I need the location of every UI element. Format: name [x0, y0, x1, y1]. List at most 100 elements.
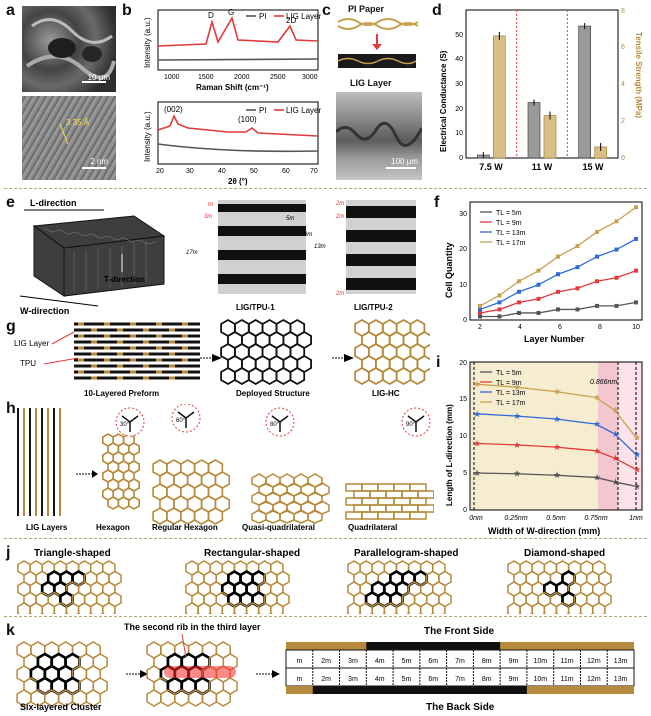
hex-cell — [407, 602, 422, 614]
x-tick: 1nm — [629, 515, 643, 522]
scale-bar-label: 100 μm — [391, 157, 418, 166]
legend-label: TL = 13m — [496, 230, 526, 237]
x-tick: 0.25nm — [504, 515, 528, 522]
hex-cell — [89, 602, 104, 614]
dim-2m: 2m — [336, 214, 344, 220]
cell-quantity-chart: TL = 5m TL = 9m TL = 13m TL = 17m 0 10 20 3… — [444, 201, 643, 344]
series-line — [475, 383, 637, 438]
data-point: ★ — [612, 405, 620, 415]
hex-cell — [579, 602, 594, 614]
x-tick: 8 — [598, 324, 602, 331]
x-tick: 0.75nm — [584, 515, 608, 522]
shape-triangle-title: Triangle-shaped — [34, 548, 111, 559]
data-point — [536, 310, 541, 315]
tem-image-bottom: 3.35 Å 2 nm — [22, 96, 116, 180]
data-point — [634, 205, 638, 210]
cluster-grid — [17, 560, 122, 614]
x-axis-label: Width of W-direction (mm) — [488, 526, 600, 536]
series-line — [475, 472, 637, 487]
dim-17m: 17m — [186, 250, 198, 256]
cluster-grid — [185, 560, 290, 614]
y-tick: 10 — [459, 282, 467, 289]
angle-label: 90° — [406, 422, 416, 428]
deployed-caption: Deployed Structure — [236, 389, 310, 398]
x-tick: 20 — [156, 168, 164, 175]
strip-cell-label: 9m — [509, 676, 519, 683]
dim-5m: 5m — [286, 216, 294, 222]
panel-letter-k: k — [6, 622, 15, 639]
hex-cell — [381, 366, 398, 386]
hex-cell — [359, 602, 373, 614]
strip-cell-label: 4m — [375, 676, 385, 683]
peak-100: (100) — [238, 115, 257, 124]
data-point — [575, 244, 580, 249]
shape-rectangular-title: Rectangular-shaped — [204, 548, 300, 559]
hex-cell — [507, 602, 521, 614]
hex-cell — [367, 366, 384, 386]
data-point — [497, 300, 502, 305]
x-tick: 40 — [218, 168, 226, 175]
plot-frame — [469, 201, 643, 321]
caption-lig-layers: LIG Layers — [26, 523, 68, 532]
strip-cell-label: 10m — [533, 658, 547, 665]
bar-conductance — [578, 25, 591, 159]
panel-letter-d: d — [432, 2, 442, 19]
cluster-caption: Six-layered Cluster — [20, 702, 102, 712]
data-point — [497, 314, 502, 319]
raman-plot: D G 2D PI LIG Layer Intensity (a.u.) 100… — [143, 8, 321, 92]
dim-3m: 3m — [204, 214, 212, 220]
strip-cell-label: 2m — [321, 658, 331, 665]
cluster-shapes-diagram: Triangle-shaped Rectangular-shaped Paral… — [17, 548, 612, 614]
strip-cell-label: 6m — [428, 658, 438, 665]
data-point: ★ — [473, 468, 481, 478]
bar-conductance — [527, 102, 541, 159]
x-category: 15 W — [582, 162, 604, 172]
hex-cell — [29, 602, 43, 614]
data-point — [517, 310, 521, 315]
data-point — [478, 310, 482, 315]
separator — [4, 188, 647, 189]
hex-cell — [207, 507, 224, 525]
x-tick: 3000 — [302, 74, 318, 81]
hex-cell — [17, 602, 31, 614]
strip-cell-label: m — [296, 658, 302, 665]
data-point: ★ — [473, 438, 481, 448]
hex-cell — [543, 602, 558, 614]
hex-cell — [261, 366, 278, 386]
marker-label: 0.866nm — [590, 379, 617, 386]
l-direction-length-chart: 0.866nm ★ ★ ★ ★ ★ ★ ★ ★ ★ ★ ★ ★ ★ ★ ★ ★ ★ ★ ★ ★ ★ ★ ★ ★ TL = 5m… — [445, 360, 643, 536]
data-point — [478, 303, 482, 308]
panel-letter-j: j — [6, 544, 11, 561]
data-point: ★ — [513, 411, 521, 421]
data-point: ★ — [633, 464, 641, 474]
peak-2d: 2D — [286, 16, 296, 25]
data-point: ★ — [513, 440, 521, 450]
hex-cell — [432, 602, 446, 614]
front-side-title: The Front Side — [424, 626, 494, 637]
y-axis-label: Intensity (a.u.) — [143, 111, 152, 162]
data-point — [595, 303, 599, 308]
y-tick: 40 — [455, 56, 463, 63]
series-line — [475, 413, 637, 455]
strip-cell-label: 13m — [614, 658, 628, 665]
hex-cell — [107, 496, 120, 510]
hex-cell — [174, 689, 190, 707]
data-point — [556, 289, 560, 294]
data-point: ★ — [612, 477, 620, 487]
legend-label: TL = 17m — [496, 240, 526, 247]
series-line — [475, 442, 637, 470]
peak-d: D — [208, 11, 214, 20]
y-axis-label: Intensity (a.u.) — [143, 17, 152, 68]
strip-cell-label: 12m — [587, 658, 601, 665]
caption-regular-hexagon: Regular Hexagon — [152, 523, 218, 532]
hex-cell — [187, 689, 204, 707]
strip-cell-label: 8m — [482, 658, 492, 665]
x-categories: 7.5 W 11 W 15 W — [479, 162, 604, 172]
y-tick: 5 — [463, 470, 467, 477]
panel-letter-e: e — [6, 194, 15, 211]
strip-cell-label: 3m — [348, 676, 358, 683]
strip-cell-label: 5m — [402, 676, 412, 683]
data-point — [517, 300, 521, 305]
x-axis-label: Raman Shift (cm⁻¹) — [196, 83, 269, 92]
y-tick: 10 — [455, 130, 463, 137]
